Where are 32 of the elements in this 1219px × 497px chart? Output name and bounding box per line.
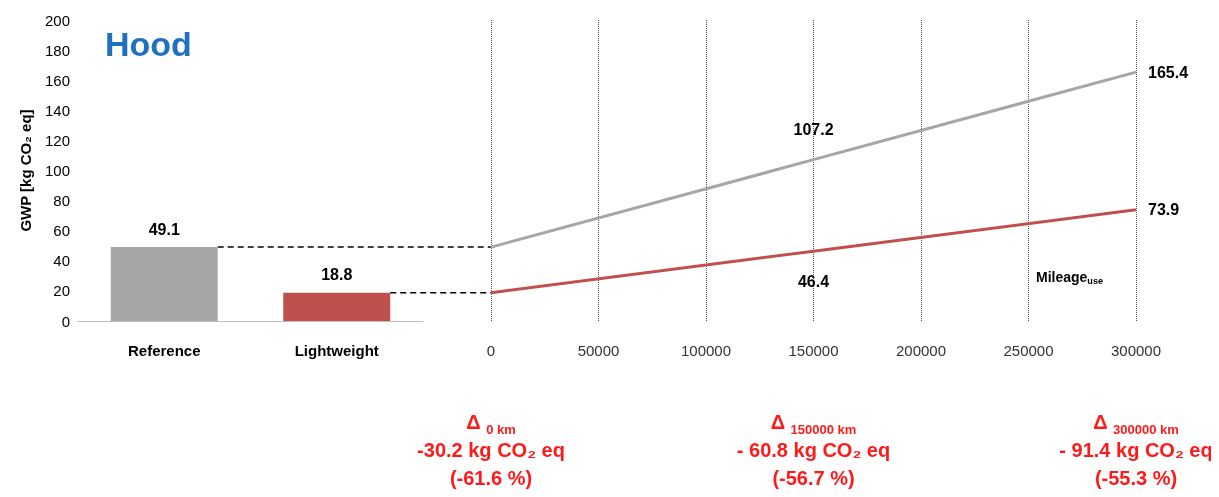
y-tick-label: 80	[53, 192, 70, 210]
y-tick-label: 120	[44, 131, 70, 149]
x-axis-title: Mileageuse	[1036, 269, 1104, 286]
data-label: 49.1	[148, 220, 180, 238]
y-tick-label: 20	[53, 282, 70, 300]
y-tick-label: 60	[53, 222, 70, 240]
y-axis-title: GWP [kg CO₂ eq]	[17, 109, 34, 232]
data-label: 18.8	[321, 266, 353, 284]
y-tick-label: 180	[44, 41, 70, 59]
y-tick-label: 140	[44, 101, 70, 119]
data-label: 165.4	[1148, 63, 1189, 81]
x-tick-label: 0	[486, 342, 496, 359]
x-tick-label: 50000	[577, 342, 620, 359]
chart-title: Hood	[105, 25, 192, 63]
x-tick-label: Lightweight	[294, 342, 379, 359]
x-tick-label: Reference	[127, 342, 201, 359]
y-tick-label: 40	[53, 252, 70, 270]
text: Δ 150000 km - 60.8 kg CO₂ eq (-56.7 %)	[736, 411, 891, 489]
x-tick-label: 150000	[788, 342, 839, 359]
x-tick-label: 100000	[680, 342, 732, 359]
y-tick-label: 160	[44, 71, 70, 89]
x-tick-label: 200000	[895, 342, 947, 359]
y-tick-label: 200	[44, 11, 70, 29]
y-tick-label: 100	[44, 162, 70, 179]
data-label: 73.9	[1148, 201, 1180, 219]
data-label: 46.4	[797, 272, 830, 290]
x-tick-label: 300000	[1110, 342, 1162, 359]
y-tick-label: 0	[61, 312, 70, 330]
x-tick-label: 250000	[1003, 342, 1054, 359]
text: Δ 0 km -30.2 kg CO₂ eq (-61.6 %)	[417, 411, 565, 489]
text: Δ 300000 km - 91.4 kg CO₂ eq (-55.3 %)	[1059, 411, 1213, 489]
data-label: 107.2	[793, 121, 834, 139]
